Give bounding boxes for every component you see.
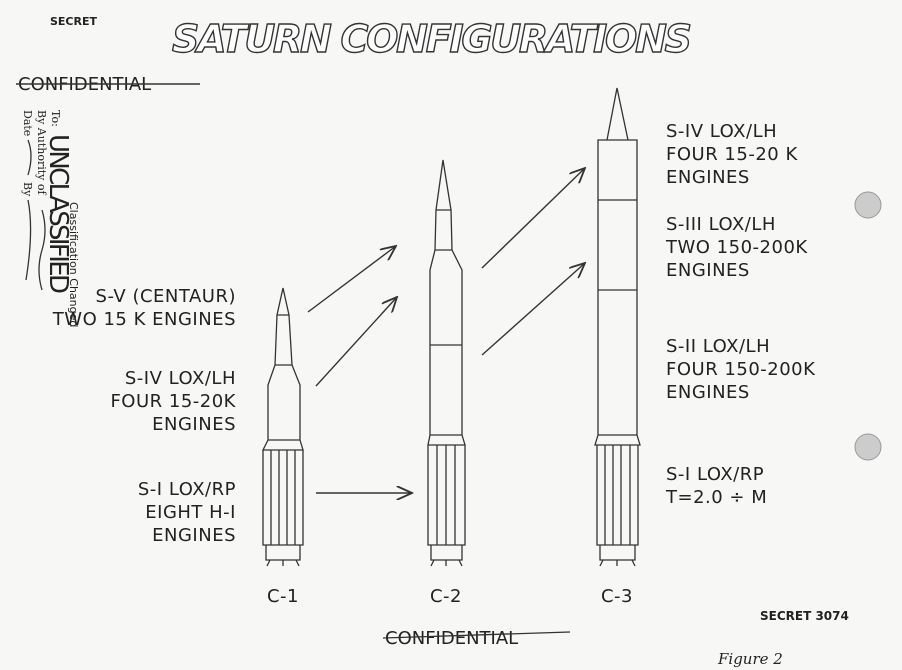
stage-label: FOUR 150-200K [666, 359, 816, 380]
vehicle-label: C-2 [430, 586, 462, 607]
left-labels: S-V (CENTAUR)TWO 15 K ENGINES S-IV LOX/LH… [52, 286, 236, 546]
title: SATURN CONFIGURATIONS [172, 17, 692, 61]
stage-label: EIGHT H-I [145, 502, 236, 523]
stage-label: S-I LOX/RP [138, 479, 236, 500]
stage-label: ENGINES [152, 414, 236, 435]
rocket-c3 [594, 87, 641, 567]
stage-label: TWO 150-200K [665, 237, 808, 258]
arrow [307, 246, 396, 313]
arrow [481, 168, 585, 269]
stage-label: S-II LOX/LH [666, 336, 770, 357]
stage-label: FOUR 15-20 K [666, 144, 798, 165]
stage-label: S-IV LOX/LH [125, 368, 236, 389]
stage-label: ENGINES [666, 382, 750, 403]
stage-label: TWO 15 K ENGINES [52, 309, 236, 330]
handwriting [25, 139, 46, 291]
strike-line [382, 631, 571, 639]
stage-label: S-V (CENTAUR) [96, 286, 236, 307]
stage-label: T=2.0 ÷ M [665, 487, 767, 508]
rocket-c2 [427, 159, 466, 567]
arrows [307, 168, 585, 493]
arrow [481, 263, 585, 356]
stage-label: S-IV LOX/LH [666, 121, 777, 142]
vehicle-label: C-1 [267, 586, 299, 607]
stamp-text: Classification Changed [67, 202, 80, 327]
stamp-text: To: [49, 110, 62, 127]
stage-label: ENGINES [666, 167, 750, 188]
rocket-c1 [261, 287, 304, 567]
stamp-status: UNCLASSIFIED [43, 134, 73, 294]
stamp-text: By [21, 182, 34, 197]
doc-code: SECRET 3074 [760, 609, 849, 623]
stamp: Classification Changed To: UNCLASSIFIED … [21, 110, 80, 327]
stage-label: ENGINES [152, 525, 236, 546]
figure-label: Figure 2 [717, 650, 783, 668]
footer-classification: CONFIDENTIAL [385, 628, 518, 649]
stamp-text: Date [21, 110, 34, 136]
stage-label: S-III LOX/LH [666, 214, 776, 235]
punch-hole [854, 191, 882, 219]
stamp-text: By Authority of [35, 110, 48, 195]
punch-hole [854, 433, 882, 461]
arrow [315, 297, 397, 387]
vehicle-label: C-3 [601, 586, 633, 607]
stage-label: ENGINES [666, 260, 750, 281]
stage-label: S-I LOX/RP [666, 464, 764, 485]
stage-label: FOUR 15-20K [110, 391, 236, 412]
classification: SECRET [50, 15, 97, 28]
